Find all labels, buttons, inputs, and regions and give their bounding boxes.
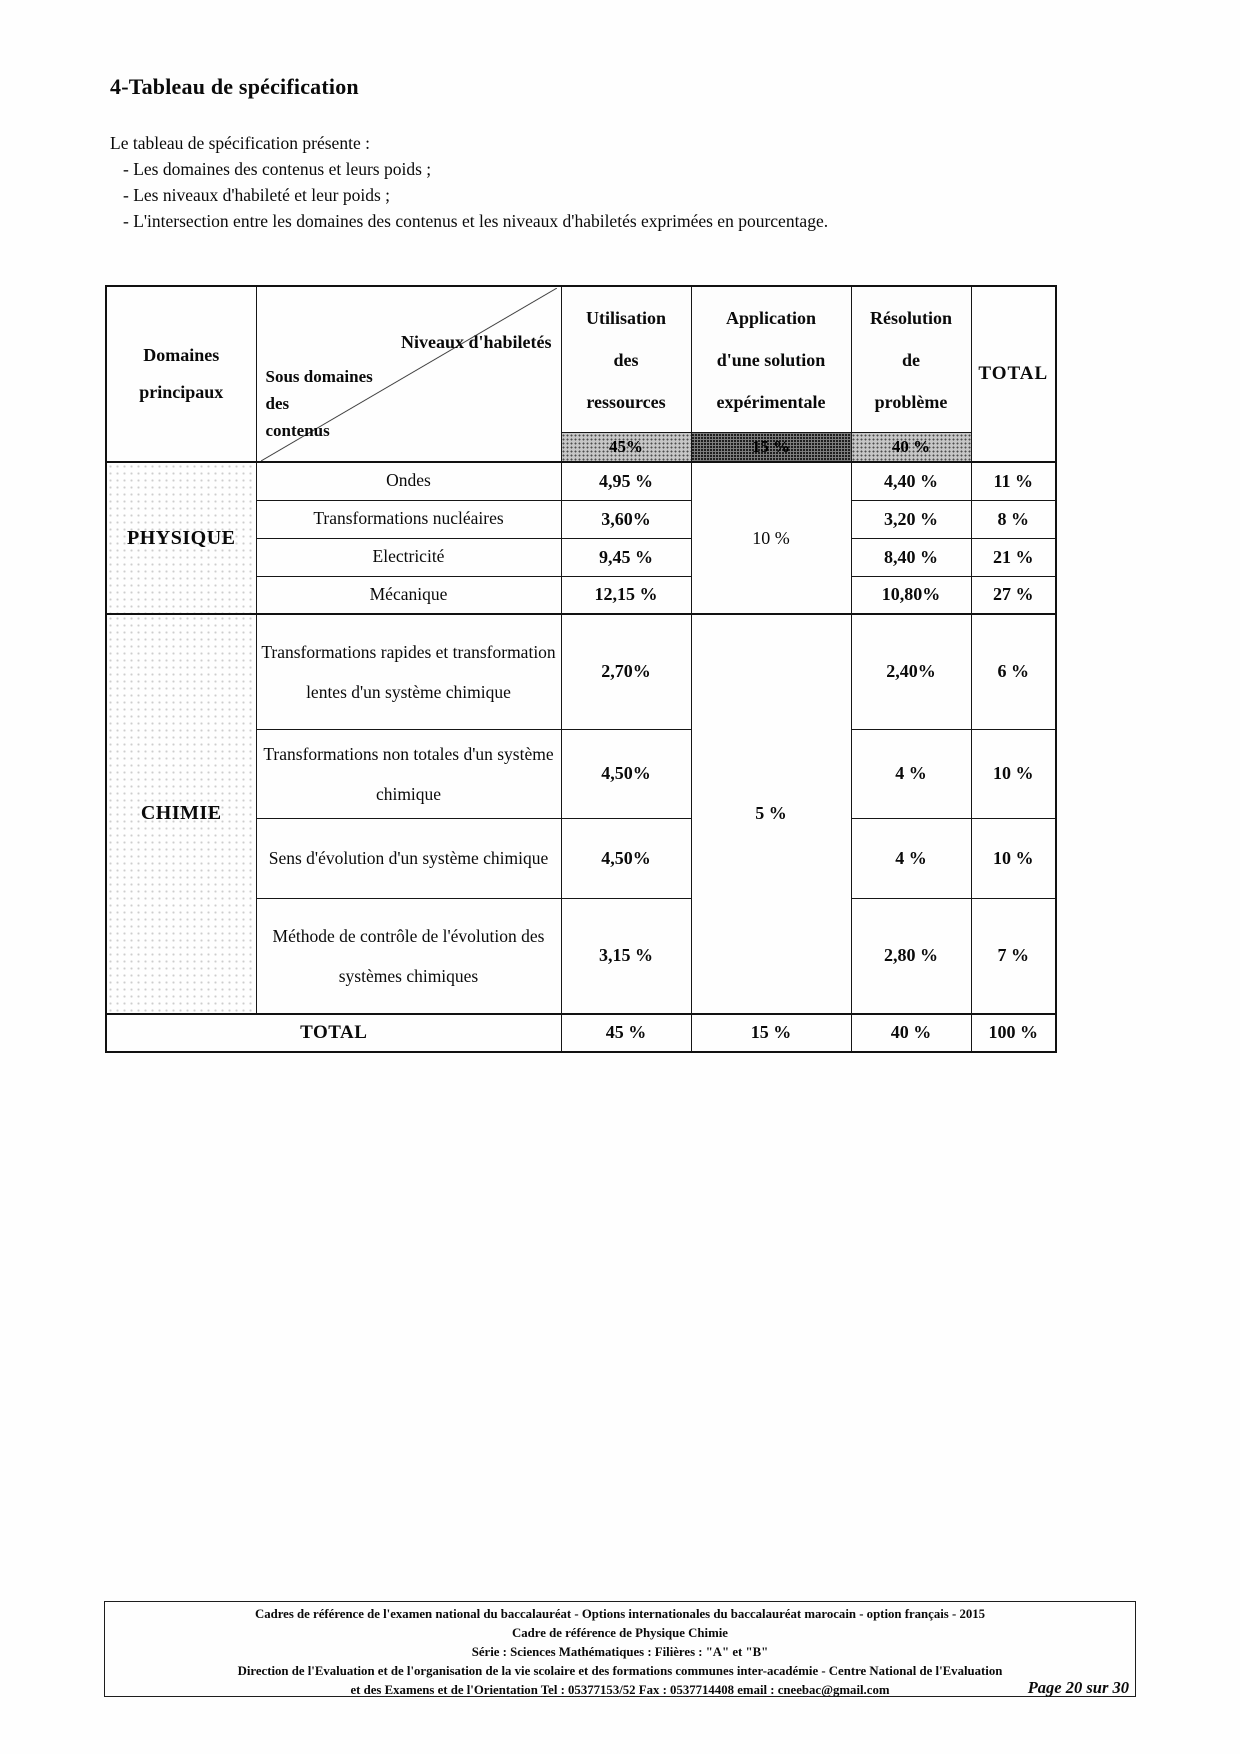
weights-band-row: 45% 15 % 40 % [106,432,1056,463]
diagonal-divider: Niveaux d'habiletés Sous domaines des co… [260,287,557,461]
footer-line: Cadre de référence de Physique Chimie [512,1626,728,1640]
subdomain-cell: Sens d'évolution d'un système chimique [255,818,562,899]
subdomain-cell: Transformations nucléaires [255,499,562,539]
table-row: Sens d'évolution d'un système chimique 4… [106,818,1057,899]
utilisation-value: 12,15 % [560,575,692,615]
total-value: 7 % [970,898,1057,1014]
table-row: Méthode de contrôle de l'évolution des s… [106,898,1057,1014]
utilisation-value: 9,45 % [560,537,692,577]
utilisation-value: 3,60% [560,499,692,539]
header-application: Application d'une solution expérimentale [690,285,852,433]
domain-chimie: CHIMIE [105,613,257,1014]
page-footer: Cadres de référence de l'examen national… [104,1601,1136,1697]
page-number: Page 20 sur 30 [1027,1678,1129,1697]
subdomain-cell: Electricité [255,537,562,577]
total-overall: 100 % [970,1012,1057,1052]
sous-domaines-line: Sous domaines [265,366,373,386]
resolution-value: 4 % [850,818,972,899]
page-title: 4-Tableau de spécification [110,74,359,99]
header-line: problème [874,391,948,412]
header-resolution: Résolution de problème [850,285,972,433]
subdomain-cell: Mécanique [255,575,562,615]
header-line: Utilisation [585,307,666,328]
bullet-item: - Les domaines des contenus et leurs poi… [123,159,432,179]
header-row: Domaines principaux Niveaux d'habiletés … [105,285,1057,463]
application-chimie-value: 5 % [690,613,852,1014]
total-value: 21 % [970,537,1057,577]
utilisation-value: 4,95 % [560,461,692,501]
subdomain-cell: Ondes [255,461,562,501]
resolution-value: 2,80 % [850,898,972,1014]
sous-domaines-line: des [265,393,290,413]
table-row: CHIMIE Transformations rapides et transf… [105,613,1057,1014]
header-line: d'une solution [716,349,826,370]
application-physique-value: 10 % [690,461,852,615]
total-utilisation: 45 % [560,1012,692,1052]
total-value: 27 % [970,575,1057,615]
footer-line: Cadres de référence de l'examen national… [254,1607,986,1621]
header-domains-line2: principaux [139,382,224,402]
total-row: TOTAL 45 % 15 % 40 % 100 % [105,1012,1057,1052]
resolution-value: 8,40 % [850,537,972,577]
footer-line: Direction de l'Evaluation et de l'organi… [237,1664,1003,1678]
resolution-value: 4,40 % [850,461,972,501]
subdomain-cell: Méthode de contrôle de l'évolution des s… [255,898,562,1014]
total-application: 15 % [690,1012,852,1052]
total-value: 10 % [970,728,1057,819]
subdomain-cell: Transformations rapides et transformatio… [255,613,562,730]
total-value: 10 % [970,818,1057,899]
resolution-value: 2,40% [850,613,972,730]
weight-application: 15 % [690,432,852,463]
header-diagonal-cell: Niveaux d'habiletés Sous domaines des co… [255,285,562,463]
resolution-value: 4 % [850,728,972,819]
bullet-item: - Les niveaux d'habileté et leur poids ; [123,185,391,205]
footer-contact: et des Examens et de l'Orientation Tel :… [350,1683,890,1697]
table-row: PHYSIQUE Ondes 4,95 % 10 % 4,40 % 11 % [105,461,1057,615]
domain-physique: PHYSIQUE [105,461,257,615]
utilisation-value: 4,50% [560,818,692,899]
utilisation-value: 2,70% [560,613,692,730]
header-line: Résolution [869,307,952,328]
total-value: 11 % [970,461,1057,501]
intro-block: Le tableau de spécification présente : -… [110,130,940,234]
header-line: ressources [586,391,666,412]
header-line: des [613,349,639,370]
header-line: de [902,349,920,370]
header-sous-domaines: Sous domaines des contenus [266,363,373,444]
header-total: TOTAL [970,285,1057,463]
footer-line: et des Examens et de l'Orientation Tel :… [105,1678,1135,1700]
header-line: Application [725,307,817,328]
total-value: 8 % [970,499,1057,539]
total-value: 6 % [970,613,1057,730]
header-domains: Domaines principaux [105,285,257,463]
subdomain-cell: Transformations non totales d'un système… [255,728,562,819]
resolution-value: 10,80% [850,575,972,615]
weight-resolution: 40 % [850,432,972,463]
utilisation-value: 3,15 % [560,898,692,1014]
header-domains-line1: Domaines [143,345,220,365]
specification-table: Domaines principaux Niveaux d'habiletés … [105,285,1057,1053]
intro-line: Le tableau de spécification présente : [110,133,370,153]
total-resolution: 40 % [850,1012,972,1052]
sous-domaines-line: contenus [265,420,330,440]
footer-line: Série : Sciences Mathématiques : Filière… [471,1645,769,1659]
table-row: Transformations nucléaires 3,60% 3,20 % … [106,499,1057,539]
resolution-value: 3,20 % [850,499,972,539]
header-utilisation: Utilisation des ressources [560,285,692,433]
table-row: Mécanique 12,15 % 10,80% 27 % [106,575,1057,615]
bullet-item: - L'intersection entre les domaines des … [123,211,829,231]
utilisation-value: 4,50% [560,728,692,819]
table-row: Transformations non totales d'un système… [106,728,1057,819]
total-row-label: TOTAL [105,1012,562,1052]
header-line: expérimentale [716,391,826,412]
table-row: Electricité 9,45 % 8,40 % 21 % [106,537,1057,577]
weight-utilisation: 45% [560,432,692,463]
header-niveaux: Niveaux d'habiletés [400,331,552,352]
